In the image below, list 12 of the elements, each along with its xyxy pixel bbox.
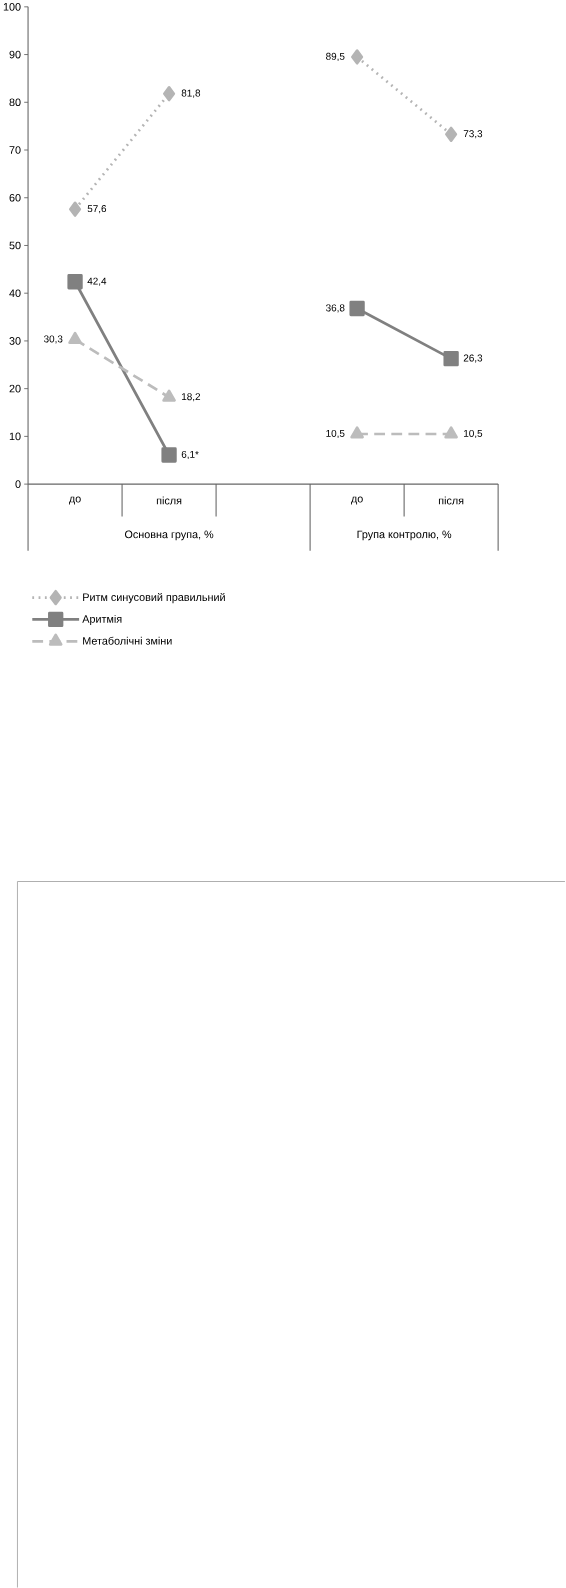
point (350, 426, 365, 439)
point (349, 300, 366, 317)
point (68, 331, 83, 344)
point (444, 426, 459, 439)
point (161, 447, 178, 463)
point (67, 274, 83, 290)
point (351, 49, 364, 65)
point (162, 389, 177, 402)
point (69, 201, 82, 217)
point (443, 350, 460, 367)
point (163, 86, 176, 102)
point (445, 126, 458, 142)
